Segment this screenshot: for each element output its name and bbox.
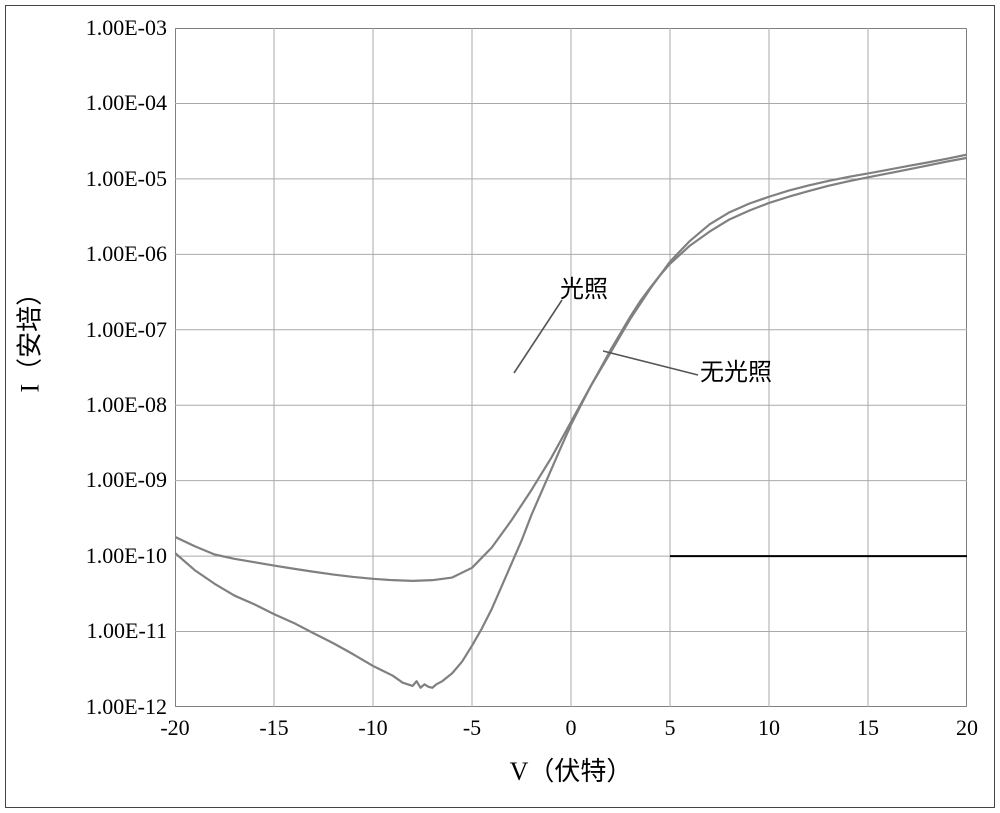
y-tick-label: 1.00E-09 [86,467,167,493]
y-tick-label: 1.00E-03 [86,15,167,41]
x-tick-label: -5 [463,715,481,741]
y-axis-label: I（安培） [10,352,47,392]
y-tick-label: 1.00E-07 [86,317,167,343]
x-tick-label: 5 [665,715,676,741]
y-tick-label: 1.00E-10 [86,543,167,569]
plot-svg [175,28,967,707]
annotation-leader [603,351,698,375]
x-tick-label: 15 [857,715,879,741]
plot-area [175,28,967,707]
y-tick-label: 1.00E-12 [86,694,167,720]
annotation-leader [514,300,562,373]
y-tick-label: 1.00E-08 [86,392,167,418]
x-tick-label: 0 [566,715,577,741]
y-tick-label: 1.00E-11 [87,618,167,644]
y-tick-label: 1.00E-04 [86,90,167,116]
x-tick-label: 10 [758,715,780,741]
x-tick-label: -10 [358,715,387,741]
annotation-ann-dark: 无光照 [700,352,772,387]
x-tick-label: -20 [160,715,189,741]
y-tick-label: 1.00E-06 [86,241,167,267]
annotation-ann-light: 光照 [560,269,608,304]
x-tick-label: -15 [259,715,288,741]
y-tick-label: 1.00E-05 [86,166,167,192]
x-tick-label: 20 [956,715,978,741]
x-axis-label: V（伏特） [510,751,633,788]
